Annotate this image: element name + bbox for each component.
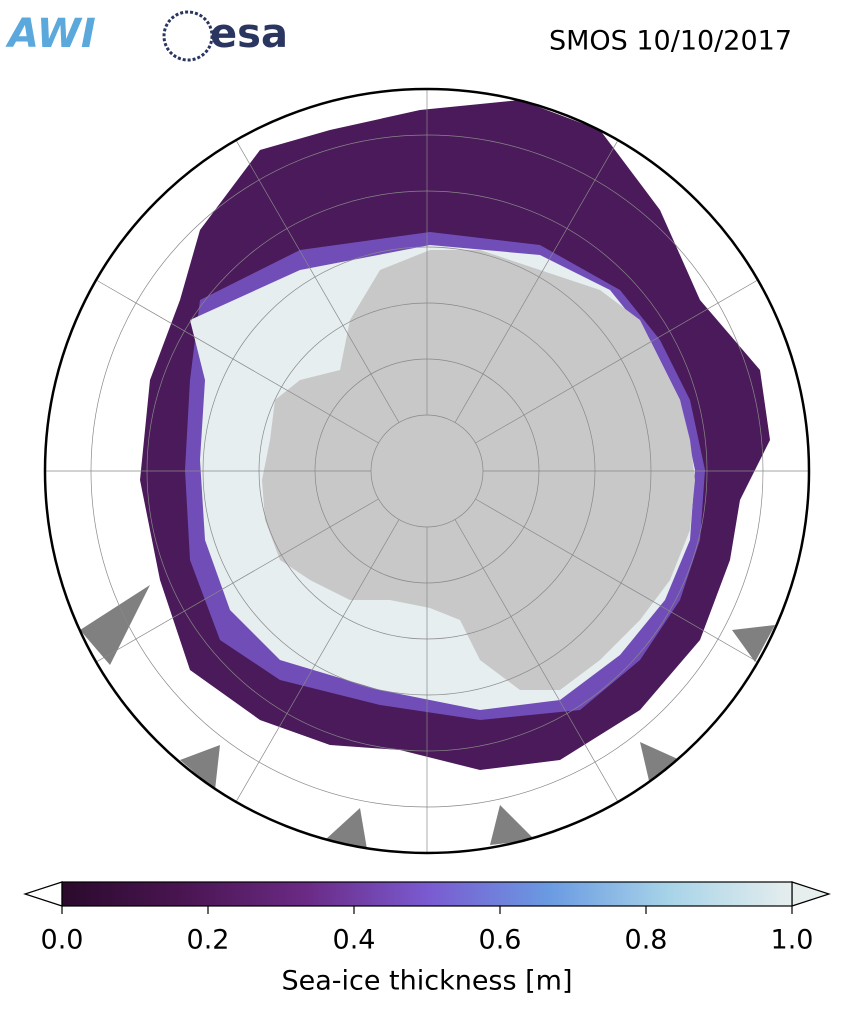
colorbar-tick-label: 0.4 [333, 925, 376, 956]
antarctica [262, 250, 695, 690]
map-title: SMOS 10/10/2017 [549, 26, 792, 57]
colorbar-tick-label: 1.0 [771, 925, 814, 956]
colorbar-tick-label: 0.2 [187, 925, 230, 956]
colorbar-over [791, 881, 831, 907]
graticule [475, 270, 774, 444]
graticule [454, 124, 628, 423]
graticule [475, 498, 774, 672]
graticule [226, 124, 400, 423]
colorbar-under [23, 881, 63, 907]
map [45, 89, 809, 853]
graticule [80, 498, 379, 672]
awi-logo: AWI [5, 11, 96, 57]
colorbar-tick-label: 0.8 [625, 925, 668, 956]
graticule [226, 519, 400, 818]
graticule [80, 270, 379, 444]
esa-logo-mark [162, 10, 214, 62]
esa-logo: esa [210, 11, 288, 57]
colorbar-tick-label: 0.0 [41, 925, 84, 956]
colorbar [61, 881, 793, 907]
graticule [454, 519, 628, 818]
map-frame [43, 87, 811, 855]
colorbar-label: Sea-ice thickness [m] [281, 966, 572, 997]
colorbar-tick-label: 0.6 [479, 925, 522, 956]
